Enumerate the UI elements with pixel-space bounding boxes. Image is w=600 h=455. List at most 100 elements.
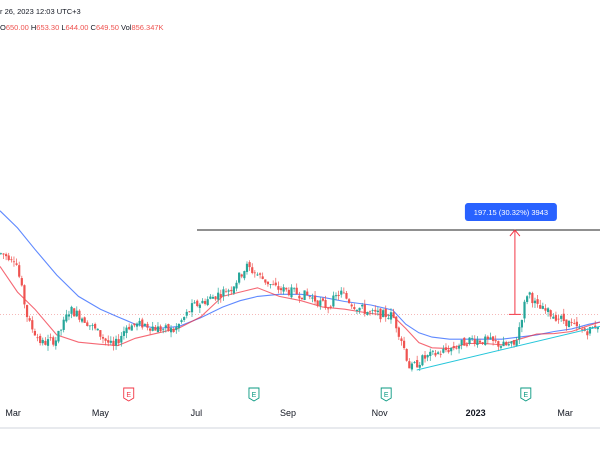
candle-body [332, 295, 335, 307]
candle-body [531, 293, 534, 304]
candle-body [52, 337, 55, 345]
earnings-marker[interactable] [248, 387, 260, 402]
candle-body [39, 335, 42, 343]
candle-body [502, 341, 505, 347]
candle-body [395, 316, 398, 329]
candle-body [285, 287, 288, 290]
earnings-glyph: E [126, 392, 131, 399]
candle-body [251, 267, 254, 273]
candle-body [426, 355, 429, 358]
candle-body [282, 287, 285, 292]
candle-body [429, 351, 432, 357]
measure-label-box[interactable] [464, 203, 557, 222]
earnings-event[interactable]: E [248, 387, 260, 402]
candle-body [62, 319, 65, 330]
candle-body [581, 329, 584, 331]
candle-body [143, 323, 146, 326]
candle-body [382, 310, 385, 318]
candle-body [316, 300, 319, 306]
candle-body [510, 341, 513, 344]
candle-body [544, 308, 547, 311]
candle-body [65, 314, 68, 322]
candle-body [104, 338, 107, 341]
candle-body [46, 339, 50, 346]
candle-body [515, 340, 518, 347]
earnings-glyph: E [384, 392, 389, 399]
candle-body [198, 304, 201, 308]
candle-body [59, 329, 63, 331]
candle-body [159, 326, 162, 332]
candle-body [83, 317, 86, 323]
candle-body [240, 274, 243, 277]
candle-body [109, 340, 112, 343]
candle-body [526, 296, 529, 302]
candle-body [122, 331, 126, 336]
candle-body [418, 364, 421, 368]
support-trendline[interactable] [416, 325, 600, 371]
candle-body [444, 347, 448, 351]
candle-body [327, 308, 330, 310]
earnings-event[interactable]: E [380, 387, 392, 402]
candle-body [201, 300, 204, 304]
candle-body [295, 287, 298, 295]
candle-body [146, 323, 149, 328]
candle-body [361, 304, 364, 307]
candle-body [350, 304, 353, 307]
candle-body [497, 341, 500, 347]
earnings-event[interactable]: E [520, 387, 532, 402]
ohlc-label: H [29, 23, 37, 32]
candle-body [5, 254, 8, 257]
candle-body [478, 340, 482, 343]
measure-arrow-head[interactable] [509, 229, 521, 237]
candle-body [261, 276, 264, 279]
candle-body [450, 347, 453, 352]
candle-body [274, 282, 277, 286]
x-axis: Mar May Jul Sep Nov 2023 Mar [0, 408, 600, 429]
candle-body [594, 325, 597, 329]
candle-body [575, 321, 578, 327]
candle-body [272, 284, 275, 286]
candle-body [57, 330, 60, 342]
candle-body [28, 318, 31, 321]
candle-body [520, 320, 523, 328]
candle-body [258, 273, 262, 275]
candle-body [298, 295, 301, 299]
candle-body [303, 290, 306, 300]
earnings-marker[interactable] [380, 387, 392, 402]
candle-body [253, 272, 256, 274]
candle-body [397, 327, 400, 337]
candle-body [112, 340, 115, 346]
earnings-marker[interactable] [520, 387, 532, 402]
candle-body [78, 310, 81, 320]
candle-body [484, 336, 487, 345]
candle-body [455, 347, 458, 349]
candle-body [457, 346, 461, 349]
earnings-event[interactable]: E [123, 387, 135, 402]
ohlc-label: Vol [119, 23, 132, 32]
candle-body [269, 284, 272, 285]
candle-body [507, 344, 510, 346]
candle-body [279, 288, 283, 291]
candle-body [363, 304, 366, 314]
candle-body [573, 323, 576, 324]
candle-body [41, 339, 44, 344]
candle-body [156, 326, 160, 333]
earnings-marker[interactable] [123, 387, 135, 402]
candle-body [230, 289, 233, 292]
candle-body [154, 326, 157, 331]
drawings[interactable]: 197.15 (30.32%) 3943 [197, 203, 600, 371]
candle-body [49, 337, 52, 339]
candle-body [290, 287, 293, 298]
candle-body [203, 301, 207, 304]
candle-body [164, 325, 167, 328]
candle-body [437, 352, 440, 354]
earnings-glyph: E [523, 392, 528, 399]
candle-body [214, 296, 217, 300]
candle-body [120, 335, 123, 343]
candle-body [15, 263, 18, 265]
candle-body [306, 291, 309, 296]
candle-body [578, 327, 581, 329]
candle-body [567, 320, 571, 328]
